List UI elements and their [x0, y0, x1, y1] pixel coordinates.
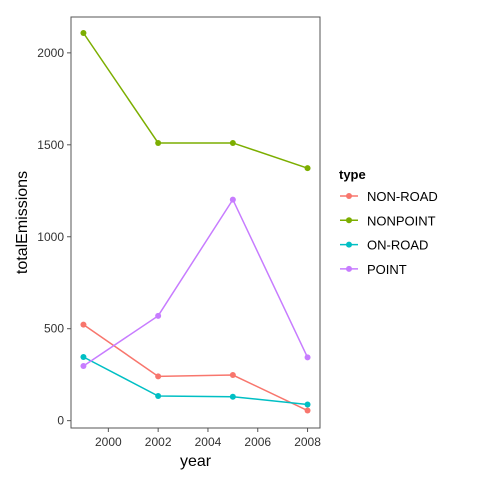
- y-axis: 0 500 1000 1500 2000: [37, 46, 71, 428]
- x-tick-label: 2006: [244, 435, 271, 449]
- series-line-nonpoint: [82, 32, 308, 169]
- legend-key-point: [346, 193, 352, 199]
- series-point: [80, 196, 311, 370]
- data-point-non-road: [155, 373, 162, 380]
- legend-label: NONPOINT: [367, 213, 436, 228]
- y-tick-label: 500: [44, 322, 64, 336]
- y-tick-label: 2000: [37, 46, 64, 60]
- series-line-non-road: [83, 324, 308, 412]
- legend-item-nonpoint: NONPOINT: [340, 213, 436, 228]
- y-tick-label: 1000: [37, 230, 64, 244]
- legend-key-point: [346, 241, 352, 248]
- data-point-point: [229, 196, 236, 203]
- legend-label: NON-ROAD: [367, 189, 438, 204]
- data-point-on-road: [304, 401, 311, 408]
- legend-title: type: [339, 167, 366, 182]
- data-point-nonpoint: [155, 139, 162, 146]
- series-line-point: [83, 198, 309, 367]
- legend-key-point: [346, 265, 352, 272]
- y-axis-title: totalEmissions: [14, 171, 31, 274]
- series-on-road: [80, 354, 311, 408]
- legend-key-point: [346, 217, 352, 224]
- data-point-nonpoint: [304, 165, 311, 172]
- data-point-non-road: [229, 372, 236, 379]
- series-layer: [80, 29, 311, 414]
- data-point-on-road: [80, 354, 87, 361]
- y-tick-label: 1500: [37, 138, 64, 152]
- data-point-nonpoint: [229, 139, 236, 146]
- legend-item-point: POINT: [340, 262, 407, 277]
- data-point-point: [80, 363, 87, 370]
- x-tick-label: 2004: [195, 435, 222, 449]
- x-tick-label: 2008: [294, 435, 321, 449]
- data-point-nonpoint: [80, 29, 87, 36]
- x-axis: 2000 2002 2004 2006 2008: [95, 428, 321, 449]
- x-axis-title: year: [180, 453, 212, 470]
- data-point-on-road: [155, 393, 162, 400]
- data-point-non-road: [304, 407, 311, 414]
- data-point-non-road: [80, 321, 87, 328]
- legend-label: POINT: [367, 262, 407, 277]
- legend-label: ON-ROAD: [367, 238, 428, 253]
- series-nonpoint: [80, 29, 311, 172]
- data-point-point: [304, 354, 311, 361]
- legend-item-on-road: ON-ROAD: [340, 238, 428, 253]
- series-line-on-road: [83, 356, 308, 406]
- y-tick-label: 0: [57, 414, 64, 428]
- data-point-on-road: [229, 393, 236, 400]
- plot-panel: [70, 16, 321, 429]
- data-point-point: [155, 312, 162, 319]
- series-non-road: [80, 321, 311, 414]
- x-tick-label: 2002: [145, 435, 172, 449]
- x-tick-label: 2000: [95, 435, 122, 449]
- legend-item-non-road: NON-ROAD: [340, 189, 438, 204]
- legend: type NON-ROAD NONPOINT ON-ROAD POINT: [339, 167, 438, 277]
